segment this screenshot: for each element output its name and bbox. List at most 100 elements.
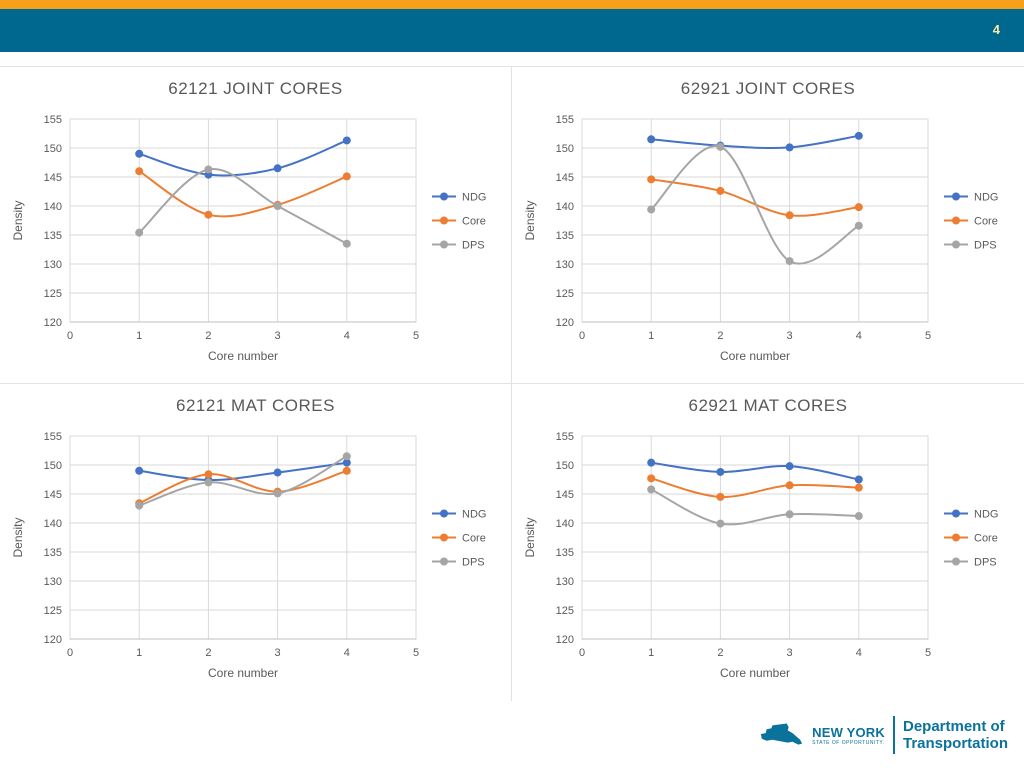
- slide-number: 4: [992, 22, 1000, 37]
- series-marker-dps: [342, 239, 351, 248]
- series-marker-core: [342, 466, 351, 475]
- legend-marker-ndg: [440, 509, 448, 518]
- legend-marker-dps: [440, 557, 448, 566]
- x-tick-label: 1: [648, 330, 654, 342]
- y-tick-label: 155: [556, 114, 574, 126]
- y-axis-title: Density: [11, 200, 25, 240]
- x-tick-label: 5: [925, 647, 931, 659]
- series-marker-core: [716, 186, 725, 195]
- legend-marker-ndg: [952, 509, 960, 518]
- y-tick-label: 150: [556, 460, 574, 472]
- x-tick-label: 0: [579, 330, 585, 342]
- series-marker-dps: [135, 228, 144, 237]
- x-tick-label: 4: [856, 330, 862, 342]
- brand-new-york: NEW YORK: [812, 724, 885, 740]
- y-tick-label: 125: [556, 605, 574, 617]
- x-tick-label: 2: [717, 647, 723, 659]
- series-marker-dps: [204, 478, 213, 487]
- series-marker-core: [647, 175, 656, 184]
- y-tick-label: 120: [556, 317, 574, 329]
- series-line-core: [138, 469, 348, 505]
- y-tick-label: 145: [556, 172, 574, 184]
- legend-marker-core: [440, 533, 448, 542]
- series-marker-dps: [854, 221, 863, 230]
- y-tick-label: 130: [44, 259, 62, 271]
- x-tick-label: 3: [787, 330, 793, 342]
- series-marker-core: [854, 203, 863, 212]
- x-tick-label: 0: [579, 647, 585, 659]
- x-tick-label: 4: [344, 647, 350, 659]
- series-line-ndg: [650, 134, 860, 150]
- y-tick-label: 140: [556, 201, 574, 213]
- series-marker-ndg: [342, 458, 351, 467]
- legend-marker-core: [440, 216, 448, 225]
- series-marker-ndg: [135, 466, 144, 475]
- y-tick-label: 120: [556, 634, 574, 646]
- series-marker-ndg: [785, 462, 794, 471]
- series-marker-core: [716, 492, 725, 501]
- legend-marker-dps: [440, 240, 448, 249]
- x-tick-label: 1: [648, 647, 654, 659]
- series-marker-ndg: [273, 164, 282, 173]
- legend-label-dps: DPS: [462, 240, 485, 252]
- chart-62121-mat-cores: 62121 MAT CORES 120 125 130 135 140 145 150 155…: [0, 384, 512, 701]
- chart-62121-joint-cores: 62121 JOINT CORES 120 125 130 135 140 145 150 1…: [0, 67, 512, 384]
- series-line-dps: [650, 145, 860, 265]
- series-marker-dps: [273, 489, 282, 498]
- plot-border: [69, 118, 417, 323]
- y-tick-label: 130: [556, 259, 574, 271]
- x-tick-label: 4: [856, 647, 862, 659]
- y-tick-label: 150: [44, 143, 62, 155]
- series-marker-ndg: [342, 136, 351, 145]
- y-axis-title: Density: [523, 517, 537, 557]
- department-line2: Transportation: [902, 735, 1008, 752]
- legend-marker-ndg: [952, 192, 960, 201]
- y-tick-label: 130: [44, 576, 62, 588]
- plot-border: [69, 435, 417, 640]
- series-marker-dps: [273, 202, 282, 210]
- legend-marker-dps: [952, 557, 960, 566]
- x-tick-label: 5: [925, 330, 931, 342]
- series-marker-ndg: [647, 458, 656, 467]
- legend-label-dps: DPS: [974, 240, 997, 252]
- department-text: Department of Transportation: [903, 718, 1008, 753]
- department-line1: Department of: [902, 717, 1005, 735]
- x-tick-label: 0: [67, 330, 73, 342]
- series-marker-ndg: [273, 468, 282, 477]
- series-marker-dps: [204, 165, 213, 174]
- y-tick-label: 135: [556, 230, 574, 242]
- y-tick-label: 135: [44, 230, 62, 242]
- logo-divider: [892, 716, 895, 754]
- y-tick-label: 140: [556, 518, 574, 530]
- legend-marker-dps: [952, 240, 960, 249]
- legend-marker-ndg: [440, 192, 448, 201]
- x-tick-label: 1: [136, 647, 142, 659]
- x-tick-label: 2: [205, 330, 211, 342]
- x-axis-title: Core number: [720, 666, 790, 680]
- series-marker-ndg: [647, 135, 656, 144]
- series-line-dps: [138, 168, 348, 245]
- x-tick-label: 5: [413, 330, 419, 342]
- plot-border: [581, 435, 929, 640]
- series-line-ndg: [138, 461, 348, 482]
- y-tick-label: 130: [556, 576, 574, 588]
- series-marker-core: [135, 167, 144, 176]
- charts-grid: 62121 JOINT CORES 120 125 130 135 140 145 150 1…: [0, 66, 1024, 701]
- x-tick-label: 2: [205, 647, 211, 659]
- y-tick-label: 155: [44, 114, 62, 126]
- chart-canvas-62921-joint: 120 125 130 135 140 145 150 155 0 1 2 3 4 5 Core numbe…: [523, 114, 998, 363]
- ny-state-icon: [760, 723, 803, 745]
- series-marker-core: [204, 210, 213, 219]
- x-tick-label: 3: [275, 647, 281, 659]
- chart-title: 62121 MAT CORES: [176, 396, 335, 415]
- legend-label-ndg: NDG: [974, 192, 998, 204]
- legend-label-ndg: NDG: [462, 509, 486, 521]
- series-marker-core: [204, 470, 213, 479]
- y-axis-title: Density: [523, 200, 537, 240]
- plot-border: [581, 118, 929, 323]
- y-tick-label: 145: [44, 489, 62, 501]
- series-marker-dps: [716, 142, 725, 151]
- x-axis-title: Core number: [720, 349, 790, 363]
- legend-label-ndg: NDG: [462, 192, 486, 204]
- y-tick-label: 140: [44, 201, 62, 213]
